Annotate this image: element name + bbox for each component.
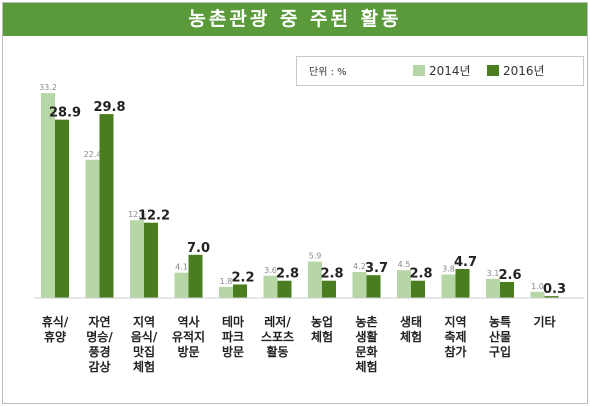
data-label-2016-5: 2.8 [276,267,299,282]
bar-2016-4 [233,284,247,298]
category-label-8: 생태 체험 [400,314,422,344]
bar-2016-0 [55,119,69,298]
bar-2014-5 [263,275,278,298]
bar-2014-7 [352,272,367,298]
data-label-2014-6: 5.9 [309,252,322,261]
bar-2016-6 [322,280,336,298]
data-label-2016-10: 2.6 [498,268,521,283]
category-label-6: 농업 체험 [311,315,333,344]
data-label-2014-8: 4.5 [398,260,411,269]
legend-label-2014: 2014년 [429,64,471,78]
unit-label: 단위 : % [309,67,347,78]
bar-2014-1 [85,159,100,298]
bar-2016-9 [455,268,470,298]
bar-2014-4 [219,286,233,298]
category-label-10: 농특 산물 구입 [489,314,511,359]
bar-2016-2 [144,222,158,298]
bar-2016-8 [411,280,425,298]
legend-swatch-2014 [413,65,425,76]
bar-2014-2 [130,220,144,298]
bar-2016-3 [188,254,203,298]
category-label-4: 테마 파크 방문 [222,314,244,359]
title-bar: 농촌관광 중 주된 활동 [3,3,587,36]
chart-title: 농촌관광 중 주된 활동 [188,8,402,30]
bar-2014-6 [308,261,322,298]
data-label-2014-7: 4.2 [353,262,366,271]
bar-2016-5 [277,280,292,298]
bar-2014-8 [397,270,411,298]
data-label-2014-0: 33.2 [39,83,57,92]
bar-2016-1 [99,114,114,298]
data-label-2016-7: 3.7 [365,261,388,276]
data-label-2014-4: 1.8 [220,277,233,286]
category-label-9: 지역 축제 참가 [444,314,466,359]
category-label-2: 지역 음식/맛집 체험 [131,314,158,374]
data-label-2014-11: 1.0 [531,282,544,291]
bar-2016-10 [500,281,514,298]
legend-swatch-2016 [487,65,499,76]
data-label-2016-8: 2.8 [409,267,432,282]
data-label-2016-11: 0.3 [543,282,566,297]
data-label-2016-4: 2.2 [231,270,254,285]
bar-2014-3 [174,272,189,298]
data-label-2014-2: 12.6 [128,210,146,219]
legend-label-2016: 2016년 [503,64,545,78]
data-label-2016-3: 7.0 [187,241,210,256]
data-label-2016-2: 12.2 [138,209,170,224]
category-label-1: 자연 명승/풍경 감상 [86,314,113,374]
category-label-3: 역사 유적지 방문 [172,314,205,359]
data-label-2014-10: 3.1 [487,269,500,278]
data-label-2016-0: 28.9 [49,106,81,121]
bar-2016-11 [544,296,559,298]
data-label-2014-9: 3.8 [442,265,455,274]
category-label-11: 기타 [533,314,555,329]
bar-2014-0 [41,93,55,298]
data-label-2016-1: 29.8 [93,100,125,115]
data-label-2014-5: 3.6 [264,266,277,275]
bar-2014-10 [486,278,500,298]
category-label-5: 레저/스포츠 활동 [261,314,294,359]
category-label-0: 휴식/휴양 [42,314,69,344]
legend: 단위 : % 2014년 2016년 [296,56,584,86]
data-label-2016-6: 2.8 [320,267,343,282]
bar-2014-11 [530,291,545,298]
data-label-2016-9: 4.7 [454,255,477,270]
data-label-2014-3: 4.1 [175,263,188,272]
bar-2014-9 [441,274,456,298]
data-label-2014-1: 22.4 [84,150,102,159]
category-label-7: 농촌 생활 문화 체험 [355,314,377,374]
bar-2016-7 [366,275,381,298]
